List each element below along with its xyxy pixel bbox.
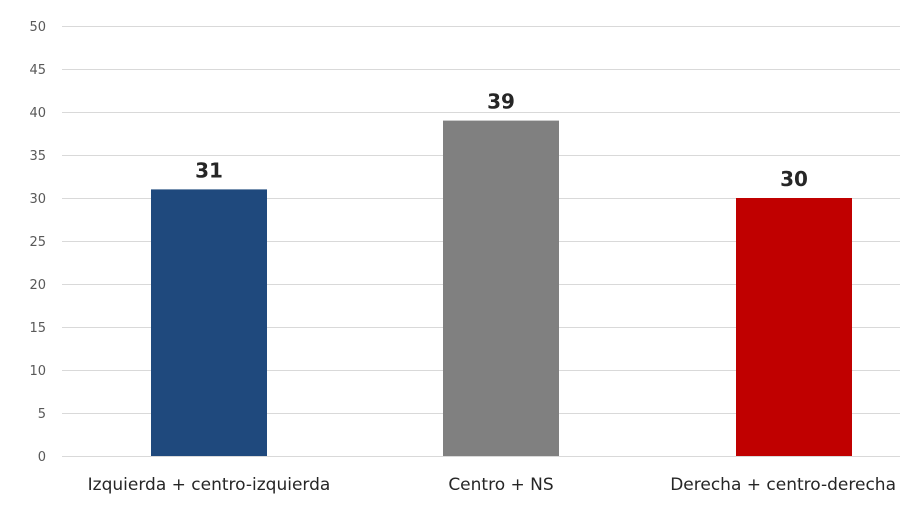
bar-3 — [736, 198, 852, 456]
data-label-1: 31 — [195, 158, 223, 182]
x-axis-categories: Izquierda + centro-izquierda Centro + NS D… — [88, 475, 896, 495]
y-tick-label: 50 — [29, 20, 46, 35]
y-tick-label: 30 — [29, 192, 46, 207]
category-label-1: Izquierda + centro-izquierda — [88, 475, 331, 495]
y-axis: 0 5 10 15 20 25 30 35 40 45 50 — [29, 20, 46, 465]
y-tick-label: 25 — [29, 235, 46, 250]
y-tick-label: 0 — [38, 450, 46, 465]
y-tick-label: 45 — [29, 63, 46, 78]
y-tick-label: 10 — [29, 364, 46, 379]
bar-2 — [443, 120, 559, 456]
data-label-3: 30 — [780, 167, 808, 191]
bar-1 — [151, 189, 267, 456]
bars — [151, 120, 852, 456]
y-tick-label: 35 — [29, 149, 46, 164]
category-label-2: Centro + NS — [448, 475, 553, 495]
data-label-2: 39 — [487, 90, 515, 114]
y-tick-label: 20 — [29, 278, 46, 293]
y-tick-label: 15 — [29, 321, 46, 336]
y-tick-label: 5 — [38, 407, 46, 422]
category-label-3: Derecha + centro-derecha — [670, 475, 896, 495]
y-tick-label: 40 — [29, 106, 46, 121]
data-labels: 31 39 30 — [195, 90, 808, 191]
